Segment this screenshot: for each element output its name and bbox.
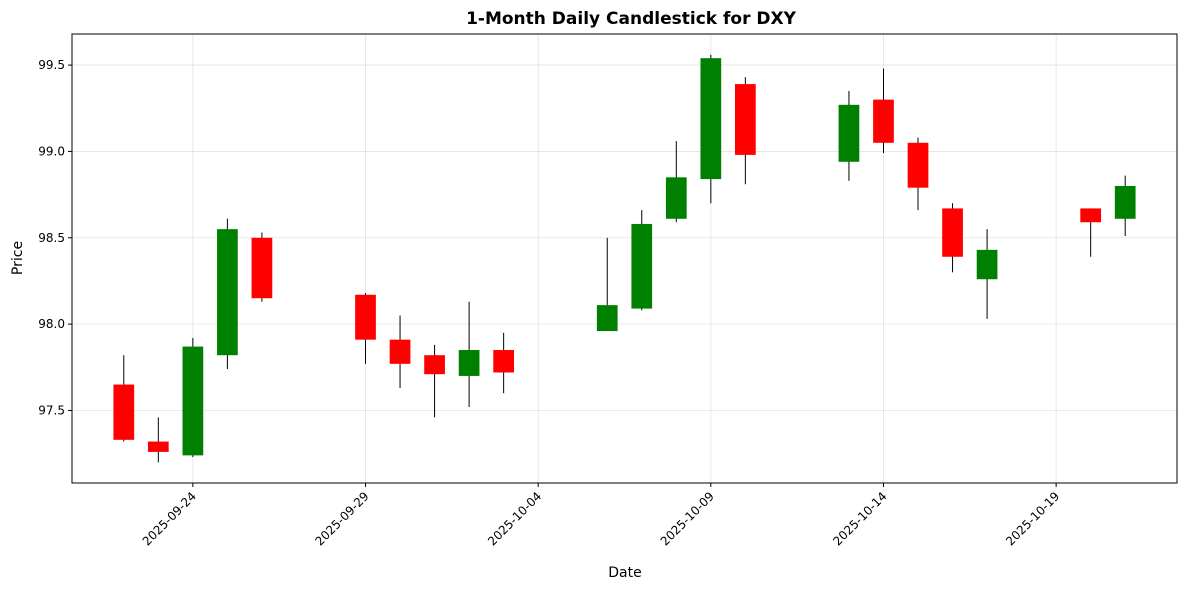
candle-body-down	[942, 208, 963, 257]
y-tick-label: 99.0	[38, 144, 65, 158]
candle-body-up	[217, 229, 238, 356]
candle-body-up	[976, 249, 998, 280]
chart-title: 1-Month Daily Candlestick for DXY	[466, 9, 797, 29]
x-tick-label: 2025-09-29	[312, 489, 371, 548]
x-tick-label: 2025-10-19	[1003, 489, 1062, 548]
plot-area-frame	[71, 33, 1178, 484]
x-tick-label: 2025-10-04	[485, 489, 544, 548]
candle-body-down	[735, 84, 756, 155]
candle	[217, 218, 238, 370]
candle-body-down	[113, 384, 135, 440]
candle-body-up	[631, 223, 653, 309]
candle-body-down	[147, 441, 169, 452]
candle	[631, 210, 653, 311]
candle-body-down	[251, 237, 273, 299]
y-tick-label: 98.5	[38, 231, 65, 245]
candle	[1114, 175, 1136, 237]
candle-body-up	[458, 350, 480, 376]
candle	[596, 237, 618, 332]
candle-body-up	[596, 305, 618, 332]
candle	[665, 141, 687, 223]
candle-body-up	[665, 177, 687, 219]
candle	[1080, 208, 1102, 257]
candle-body-up	[838, 104, 860, 162]
x-tick-label: 2025-09-24	[140, 489, 199, 548]
candle	[147, 417, 169, 463]
candle-body-down	[1080, 208, 1102, 223]
axis-ticks: 97.5 98.0 98.5 99.0 99.5 2025-09-24 2025-09-29…	[38, 58, 1062, 548]
candle	[493, 332, 514, 394]
candle	[182, 337, 204, 458]
candle	[113, 355, 135, 442]
candle-body-up	[1114, 185, 1136, 219]
candle	[251, 232, 273, 302]
candle	[942, 203, 963, 273]
x-tick-label: 2025-10-09	[658, 489, 717, 548]
candle-body-down	[907, 142, 929, 188]
x-tick-label: 2025-10-14	[830, 489, 889, 548]
candle-body-up	[182, 346, 204, 456]
candle	[976, 229, 998, 319]
candle	[907, 137, 929, 211]
y-tick-label: 99.5	[38, 58, 65, 72]
candle	[355, 293, 376, 364]
y-tick-label: 98.0	[38, 317, 65, 331]
candle-body-down	[389, 339, 411, 364]
candles	[113, 54, 1136, 463]
x-axis-label: Date	[608, 565, 641, 581]
candle	[735, 77, 756, 185]
candle	[838, 90, 860, 181]
candle-body-down	[424, 355, 445, 375]
candle-body-down	[355, 294, 376, 340]
candle	[389, 315, 411, 389]
candle-body-down	[873, 99, 894, 143]
candle-body-up	[700, 58, 722, 180]
candle	[424, 344, 445, 418]
y-tick-label: 97.5	[38, 403, 65, 417]
candle	[458, 301, 480, 408]
candle	[873, 68, 894, 154]
candle	[700, 54, 722, 204]
candle-body-down	[493, 350, 514, 373]
y-axis-label: Price	[10, 241, 26, 275]
